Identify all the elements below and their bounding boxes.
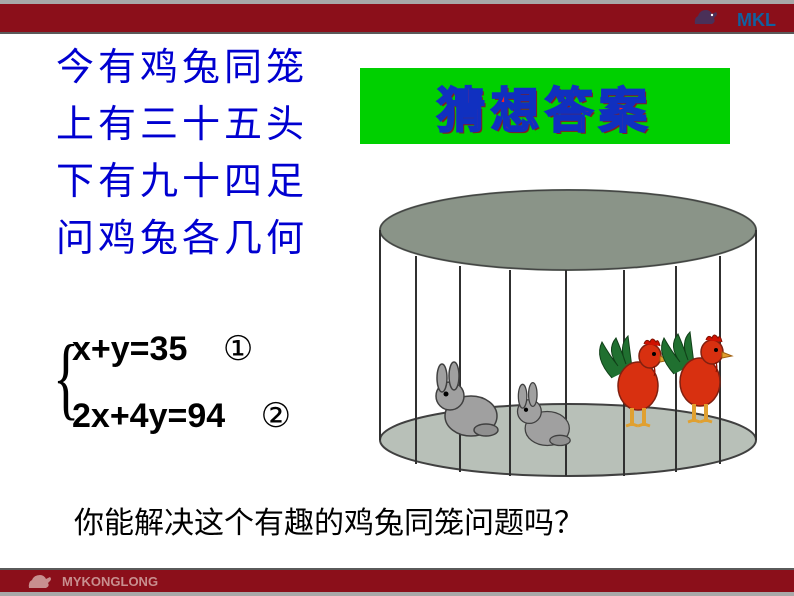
cage-illustration [366, 186, 770, 480]
answer-box[interactable]: 猜想答案 [360, 68, 730, 144]
eq1-mark: ① [223, 331, 253, 368]
poem-text: 今有鸡兔同笼 上有三十五头 下有九十四足 问鸡兔各几何 [56, 40, 308, 268]
answer-label: 猜想答案 [437, 71, 653, 141]
rooster-icon [662, 332, 732, 422]
eq1-text: x+y=35 [72, 330, 187, 368]
poem-line: 上有三十五头 [56, 97, 308, 154]
question-text: 你能解决这个有趣的鸡兔同笼问题吗？ [74, 498, 584, 542]
poem-line: 今有鸡兔同笼 [56, 40, 308, 97]
equation-2: 2x+4y=94 ② [72, 383, 291, 450]
eq2-mark: ② [261, 398, 291, 435]
brand-logo-text: MKL [737, 10, 776, 31]
header-band: MKL [0, 0, 794, 34]
footer-brand-text: MYKONGLONG [62, 574, 158, 589]
equation-1: x+y=35 ① [72, 316, 291, 383]
dino-icon [692, 6, 722, 28]
poem-line: 问鸡兔各几何 [56, 211, 308, 268]
eq2-text: 2x+4y=94 [72, 397, 225, 435]
dino-icon [26, 572, 56, 592]
poem-line: 下有九十四足 [56, 154, 308, 211]
equation-system: x+y=35 ① 2x+4y=94 ② [72, 316, 291, 451]
footer-band: MYKONGLONG [0, 568, 794, 596]
